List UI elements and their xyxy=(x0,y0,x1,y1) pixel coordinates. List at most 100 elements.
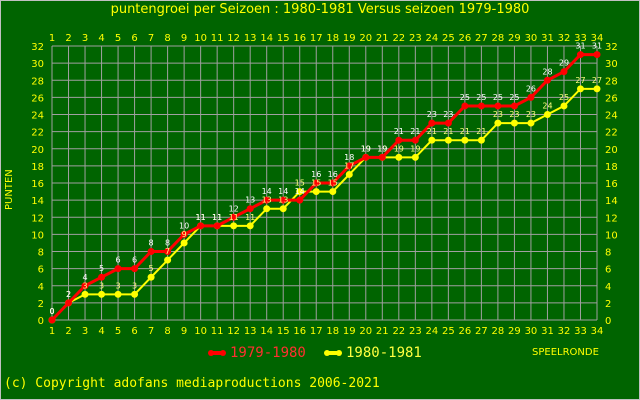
data-point-series-2 xyxy=(576,85,584,93)
data-point-series-1 xyxy=(362,153,370,161)
y-tick-label-right: 14 xyxy=(605,196,618,207)
data-label-series-2: 19 xyxy=(410,144,420,153)
data-label-series-2: 25 xyxy=(559,93,569,102)
y-tick-label-left: 2 xyxy=(38,299,44,310)
data-label-series-1: 26 xyxy=(526,84,536,93)
x-tick-label-top: 30 xyxy=(525,33,538,44)
x-tick-label-top: 17 xyxy=(310,33,323,44)
data-point-series-2 xyxy=(345,170,353,178)
data-label-series-2: 23 xyxy=(493,110,503,119)
x-tick-label-bottom: 31 xyxy=(541,326,554,337)
y-tick-label-right: 12 xyxy=(605,213,618,224)
x-tick-label-top: 18 xyxy=(326,33,339,44)
series-line-2 xyxy=(51,87,597,321)
x-tick-label-bottom: 15 xyxy=(277,326,290,337)
data-label-series-1: 31 xyxy=(592,42,602,51)
x-tick-label-top: 25 xyxy=(442,33,455,44)
y-tick-label-left: 6 xyxy=(38,265,44,276)
data-point-series-1 xyxy=(164,248,172,255)
data-point-series-2 xyxy=(131,290,139,298)
data-point-series-1 xyxy=(395,136,403,144)
data-point-series-2 xyxy=(114,290,122,298)
data-label-series-1: 6 xyxy=(132,256,137,265)
data-point-series-2 xyxy=(312,188,320,196)
y-axis-label: PUNTEN xyxy=(4,169,15,211)
data-label-series-2: 21 xyxy=(427,127,437,136)
y-tick-label-left: 18 xyxy=(31,162,44,173)
data-label-series-2: 3 xyxy=(116,281,121,290)
x-tick-label-top: 5 xyxy=(115,33,121,44)
data-label-series-1: 4 xyxy=(82,273,87,282)
x-tick-label-bottom: 3 xyxy=(82,326,88,337)
x-tick-label-bottom: 34 xyxy=(591,326,604,337)
data-label-series-1: 29 xyxy=(559,59,569,68)
data-label-series-1: 14 xyxy=(262,187,272,196)
data-label-series-1: 19 xyxy=(377,144,387,153)
x-tick-label-top: 22 xyxy=(392,33,405,44)
y-tick-label-left: 14 xyxy=(31,196,44,207)
y-tick-label-right: 20 xyxy=(605,145,618,156)
x-tick-label-bottom: 9 xyxy=(181,326,187,337)
x-tick-label-top: 24 xyxy=(425,33,438,44)
x-tick-label-top: 19 xyxy=(343,33,356,44)
data-point-series-1 xyxy=(48,316,56,324)
data-label-series-1: 16 xyxy=(311,170,321,179)
y-tick-label-right: 26 xyxy=(605,93,618,104)
data-label-series-2: 15 xyxy=(311,179,321,188)
data-label-series-1: 8 xyxy=(165,239,170,248)
data-label-series-1: 31 xyxy=(575,42,585,51)
y-tick-label-right: 0 xyxy=(605,316,611,327)
data-point-series-1 xyxy=(98,273,106,281)
data-point-series-1 xyxy=(263,196,271,204)
data-point-series-2 xyxy=(428,136,436,144)
data-label-series-1: 6 xyxy=(116,256,121,265)
y-tick-label-left: 26 xyxy=(31,93,44,104)
data-label-series-2: 3 xyxy=(82,281,87,290)
data-point-series-1 xyxy=(411,136,419,144)
x-tick-label-top: 29 xyxy=(508,33,521,44)
data-label-series-1: 16 xyxy=(328,170,338,179)
legend-label-series-1: 1979-1980 xyxy=(230,345,306,361)
data-point-series-2 xyxy=(461,136,469,144)
data-point-series-1 xyxy=(197,222,205,230)
data-label-series-2: 23 xyxy=(509,110,519,119)
data-point-series-2 xyxy=(98,290,106,298)
data-point-series-1 xyxy=(81,282,89,290)
x-tick-label-bottom: 21 xyxy=(376,326,389,337)
x-tick-label-bottom: 19 xyxy=(343,326,356,337)
data-label-series-1: 11 xyxy=(212,213,222,222)
y-tick-label-right: 10 xyxy=(605,230,618,241)
data-point-series-2 xyxy=(246,222,254,230)
data-label-series-2: 2 xyxy=(66,290,71,299)
x-tick-label-top: 23 xyxy=(409,33,422,44)
data-label-series-2: 21 xyxy=(476,127,486,136)
y-tick-label-left: 16 xyxy=(31,179,44,190)
x-tick-label-top: 16 xyxy=(293,33,306,44)
x-tick-label-bottom: 29 xyxy=(508,326,521,337)
data-point-series-2 xyxy=(593,85,601,93)
data-label-series-2: 27 xyxy=(575,76,585,85)
data-point-series-2 xyxy=(510,119,518,127)
x-tick-label-bottom: 6 xyxy=(131,326,137,337)
data-label-series-1: 8 xyxy=(149,239,154,248)
data-point-series-2 xyxy=(263,205,271,213)
data-label-series-2: 27 xyxy=(592,76,602,85)
data-point-series-1 xyxy=(560,68,568,76)
y-tick-label-right: 24 xyxy=(605,111,618,122)
data-label-series-1: 5 xyxy=(99,264,104,273)
x-tick-label-bottom: 11 xyxy=(211,326,224,337)
legend-item-series-1: 1979-1980 xyxy=(208,345,306,361)
x-tick-label-bottom: 23 xyxy=(409,326,422,337)
data-point-series-2 xyxy=(560,102,568,110)
x-tick-label-top: 8 xyxy=(164,33,170,44)
y-tick-label-right: 30 xyxy=(605,59,618,70)
x-tick-label-top: 27 xyxy=(475,33,488,44)
x-tick-label-top: 31 xyxy=(541,33,554,44)
x-tick-label-bottom: 8 xyxy=(164,326,170,337)
x-tick-label-top: 2 xyxy=(65,33,71,44)
y-tick-label-left: 12 xyxy=(31,213,44,224)
data-label-series-1: 23 xyxy=(443,110,453,119)
data-label-series-2: 3 xyxy=(99,281,104,290)
y-tick-label-right: 6 xyxy=(605,265,611,276)
data-label-series-2: 5 xyxy=(149,264,154,273)
